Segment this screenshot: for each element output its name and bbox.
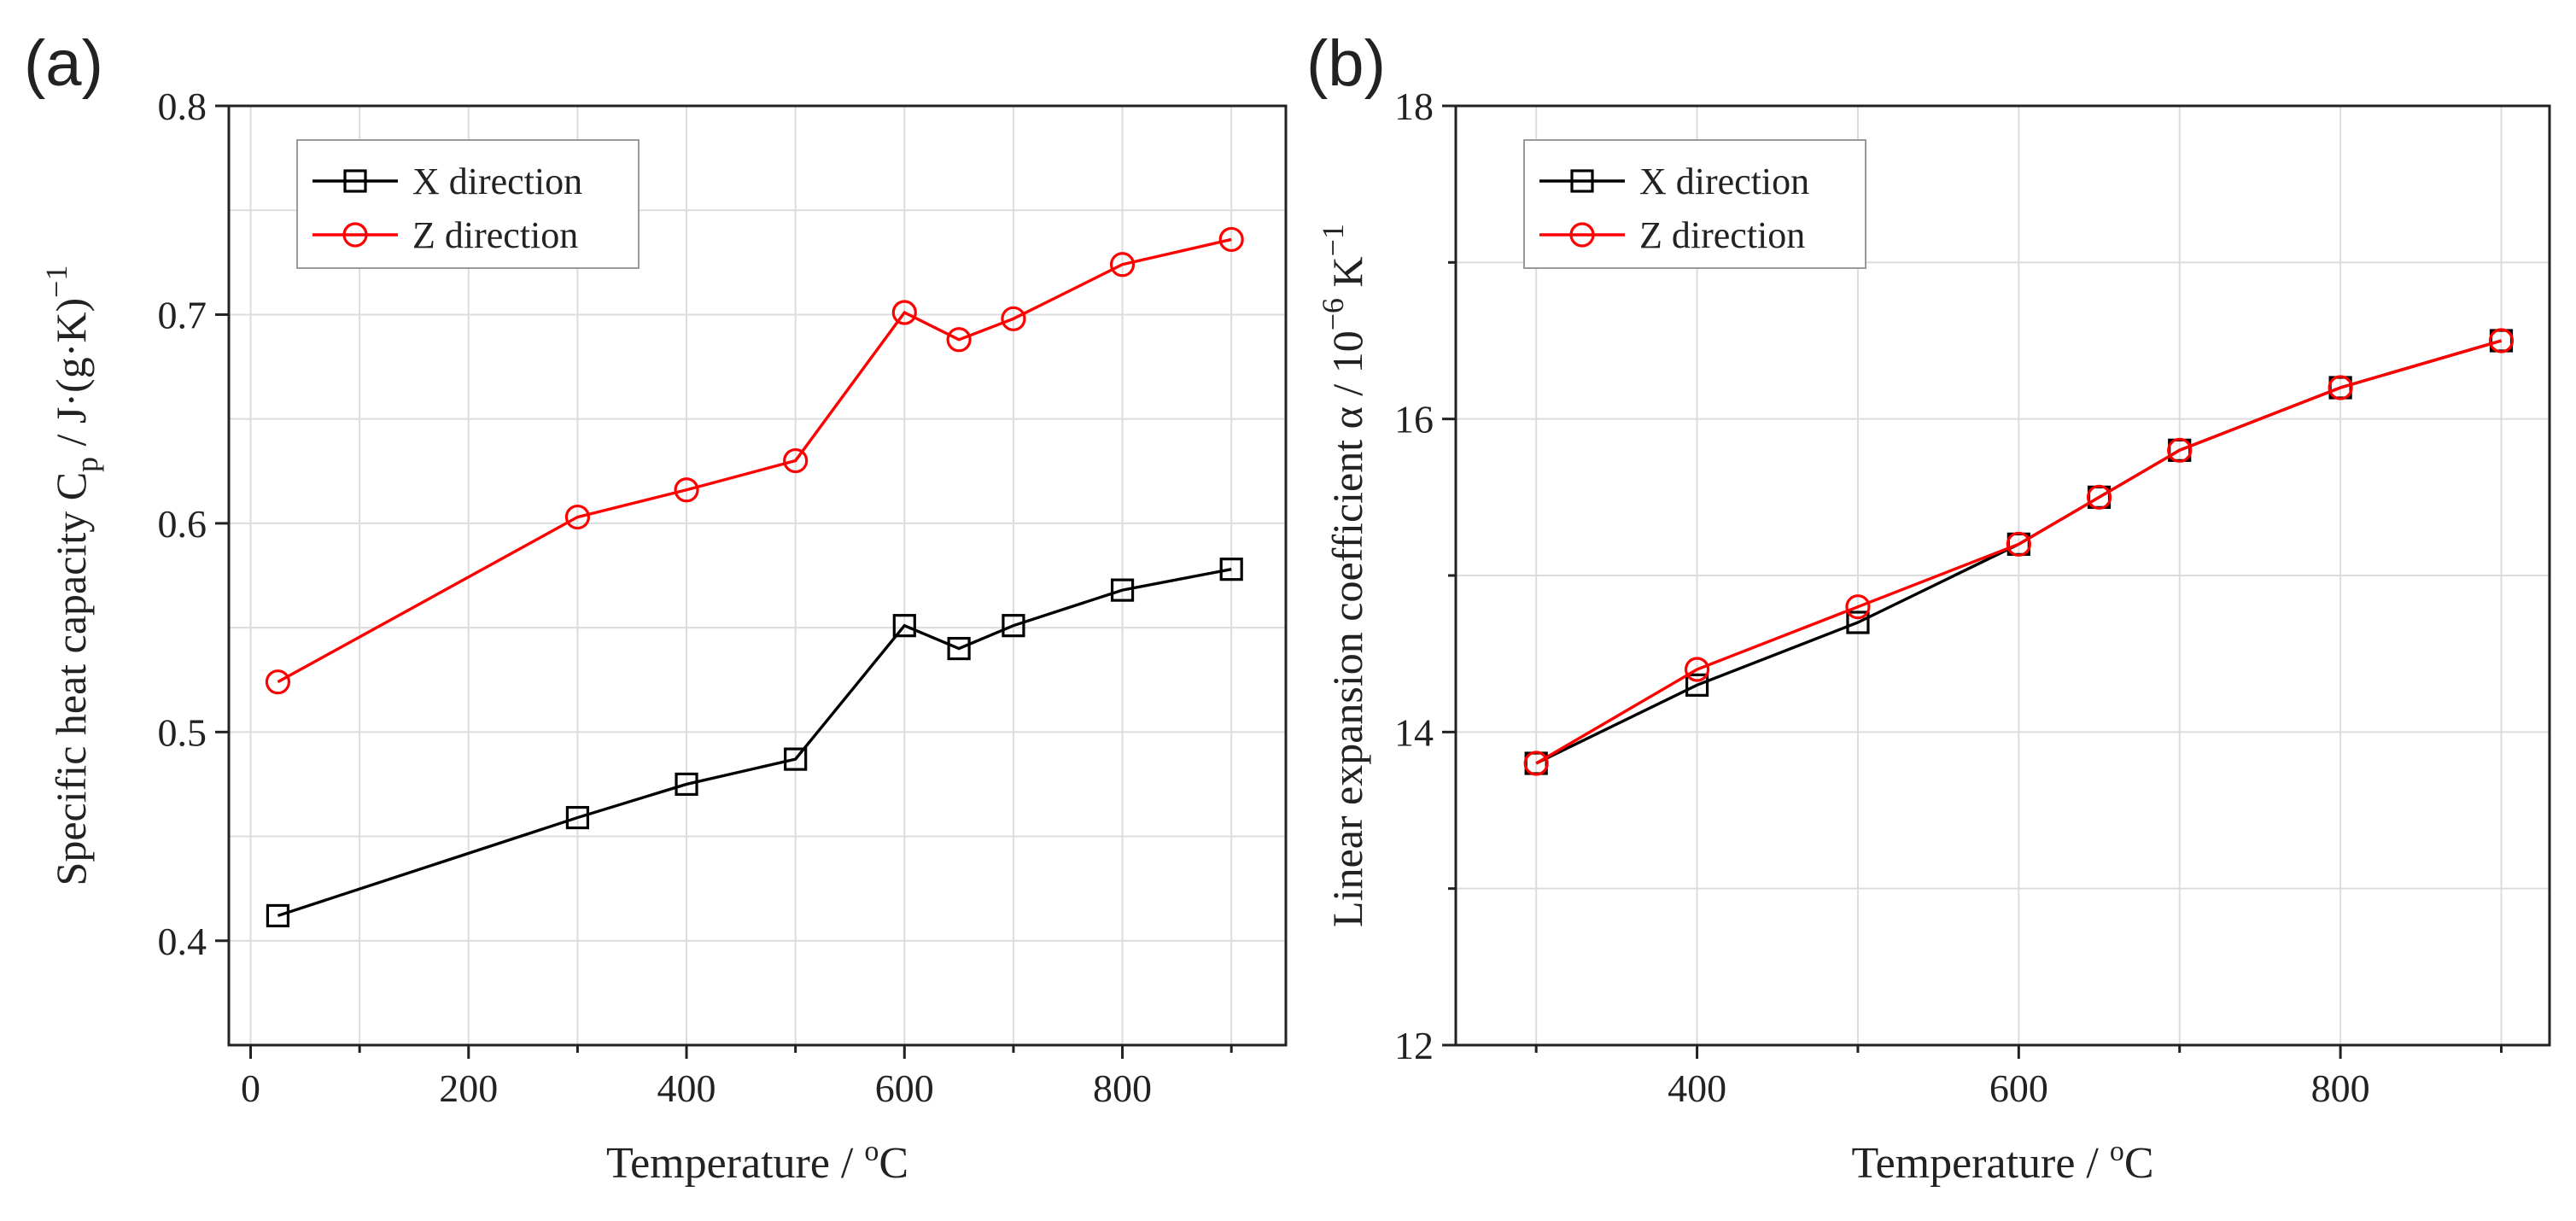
panel-b-series	[1523, 328, 2515, 776]
panel-b-tag: (b)	[1306, 27, 1386, 100]
panel-a-ticks: 0 200 400 600 800 0.4 0.5 0.6 0.7 0.8	[158, 85, 1233, 1110]
data-point-z-direction	[2328, 375, 2353, 400]
series-line-z-direction	[1535, 339, 2502, 765]
data-point-z-direction	[783, 447, 809, 474]
x-tick-label: 0	[241, 1066, 260, 1110]
legend-marker-z-direction	[1569, 222, 1595, 248]
y-tick-label: 0.6	[158, 502, 207, 546]
panel-a-chart: (a) 0 200 400 600 800 0.4 0.5 0.6 0.7 0.8 Tempera…	[24, 27, 1288, 1188]
panel-b-legend-item-x-direction: X direction	[1539, 161, 1809, 202]
series-x-direction	[266, 558, 1243, 928]
data-point-x-direction	[1110, 578, 1135, 602]
data-point-x-direction	[1685, 673, 1709, 697]
panel-a-series	[265, 226, 1244, 928]
data-point-z-direction	[1001, 306, 1026, 331]
data-point-x-direction	[784, 747, 808, 771]
panel-a-legend-item-x-direction: X direction	[313, 161, 582, 202]
data-point-x-direction	[892, 614, 916, 638]
series-line-z-direction	[277, 237, 1232, 684]
y-tick-label: 14	[1394, 710, 1434, 754]
legend-label: X direction	[1639, 161, 1809, 202]
data-point-x-direction	[947, 636, 971, 661]
panel-a-tag: (a)	[24, 27, 103, 100]
panel-b-x-axis-title: Temperature / oC	[1851, 1136, 2153, 1188]
data-point-z-direction	[2006, 531, 2031, 557]
y-tick-label: 16	[1394, 398, 1434, 441]
x-tick-label: 800	[1093, 1066, 1152, 1110]
x-tick-label: 200	[439, 1066, 498, 1110]
series-line-x-direction	[277, 567, 1232, 918]
panel-b-legend: X direction Z direction	[1523, 139, 1866, 269]
data-point-x-direction	[1219, 558, 1243, 581]
data-point-x-direction	[675, 772, 698, 797]
data-point-z-direction	[946, 327, 972, 353]
y-tick-label: 0.5	[158, 710, 207, 754]
x-tick-label: 400	[657, 1066, 716, 1110]
series-z-direction	[265, 226, 1244, 695]
panel-b-legend-item-z-direction: Z direction	[1539, 214, 1805, 256]
y-tick-label: 18	[1394, 85, 1434, 128]
legend-marker-swatch	[1570, 169, 1594, 193]
panel-a-legend: X direction Z direction	[296, 139, 640, 269]
data-point-z-direction	[674, 477, 699, 503]
legend-marker-swatch	[342, 222, 368, 248]
legend-marker-x-direction	[1570, 169, 1594, 193]
panel-b-ticks: 400 600 800 12 14 16 18	[1394, 85, 2503, 1110]
panel-a-y-axis-title: Specific heat capacity Cp / J·(g·K)−1	[39, 266, 104, 886]
legend-marker-x-direction	[343, 169, 367, 193]
legend-marker-swatch	[343, 169, 367, 193]
data-point-z-direction	[2086, 484, 2112, 510]
panel-b-y-axis-title: Linear expansion coefficient α / 10−6 K−…	[1316, 224, 1371, 927]
data-point-z-direction	[265, 669, 291, 695]
data-point-z-direction	[891, 300, 917, 325]
panel-b-chart: (b) 400 600 800 12 14 16 18 Temperature / oC L…	[1306, 27, 2551, 1188]
x-tick-label: 400	[1668, 1066, 1726, 1110]
panel-a-legend-item-z-direction: Z direction	[313, 214, 578, 256]
x-tick-label: 600	[875, 1066, 934, 1110]
data-point-z-direction	[564, 504, 591, 530]
x-tick-label: 800	[2311, 1066, 2370, 1110]
legend-label: Z direction	[1639, 214, 1805, 256]
panel-a-x-axis-title: Temperature / oC	[606, 1136, 908, 1188]
data-point-x-direction	[266, 903, 290, 928]
data-point-z-direction	[1845, 594, 1871, 620]
data-point-z-direction	[1109, 252, 1136, 278]
y-tick-label: 0.7	[158, 293, 207, 336]
legend-marker-swatch	[1569, 222, 1595, 248]
data-point-z-direction	[2488, 328, 2515, 353]
data-point-x-direction	[1846, 610, 1870, 634]
y-tick-label: 0.4	[158, 920, 207, 963]
data-point-x-direction	[565, 805, 590, 830]
legend-label: Z direction	[412, 214, 578, 256]
data-point-z-direction	[1684, 657, 1710, 682]
data-point-x-direction	[1002, 614, 1025, 638]
y-tick-label: 0.8	[158, 85, 207, 128]
panel-b-plot-frame	[1454, 104, 2551, 1047]
data-point-z-direction	[1218, 226, 1244, 253]
y-tick-label: 12	[1394, 1024, 1434, 1067]
panel-a-plot-frame	[227, 104, 1288, 1047]
data-point-z-direction	[1523, 751, 1549, 776]
series-z-direction	[1523, 328, 2515, 776]
legend-label: X direction	[412, 161, 582, 202]
legend-marker-z-direction	[342, 222, 368, 248]
x-tick-label: 600	[1989, 1066, 2048, 1110]
data-point-z-direction	[2167, 437, 2193, 463]
